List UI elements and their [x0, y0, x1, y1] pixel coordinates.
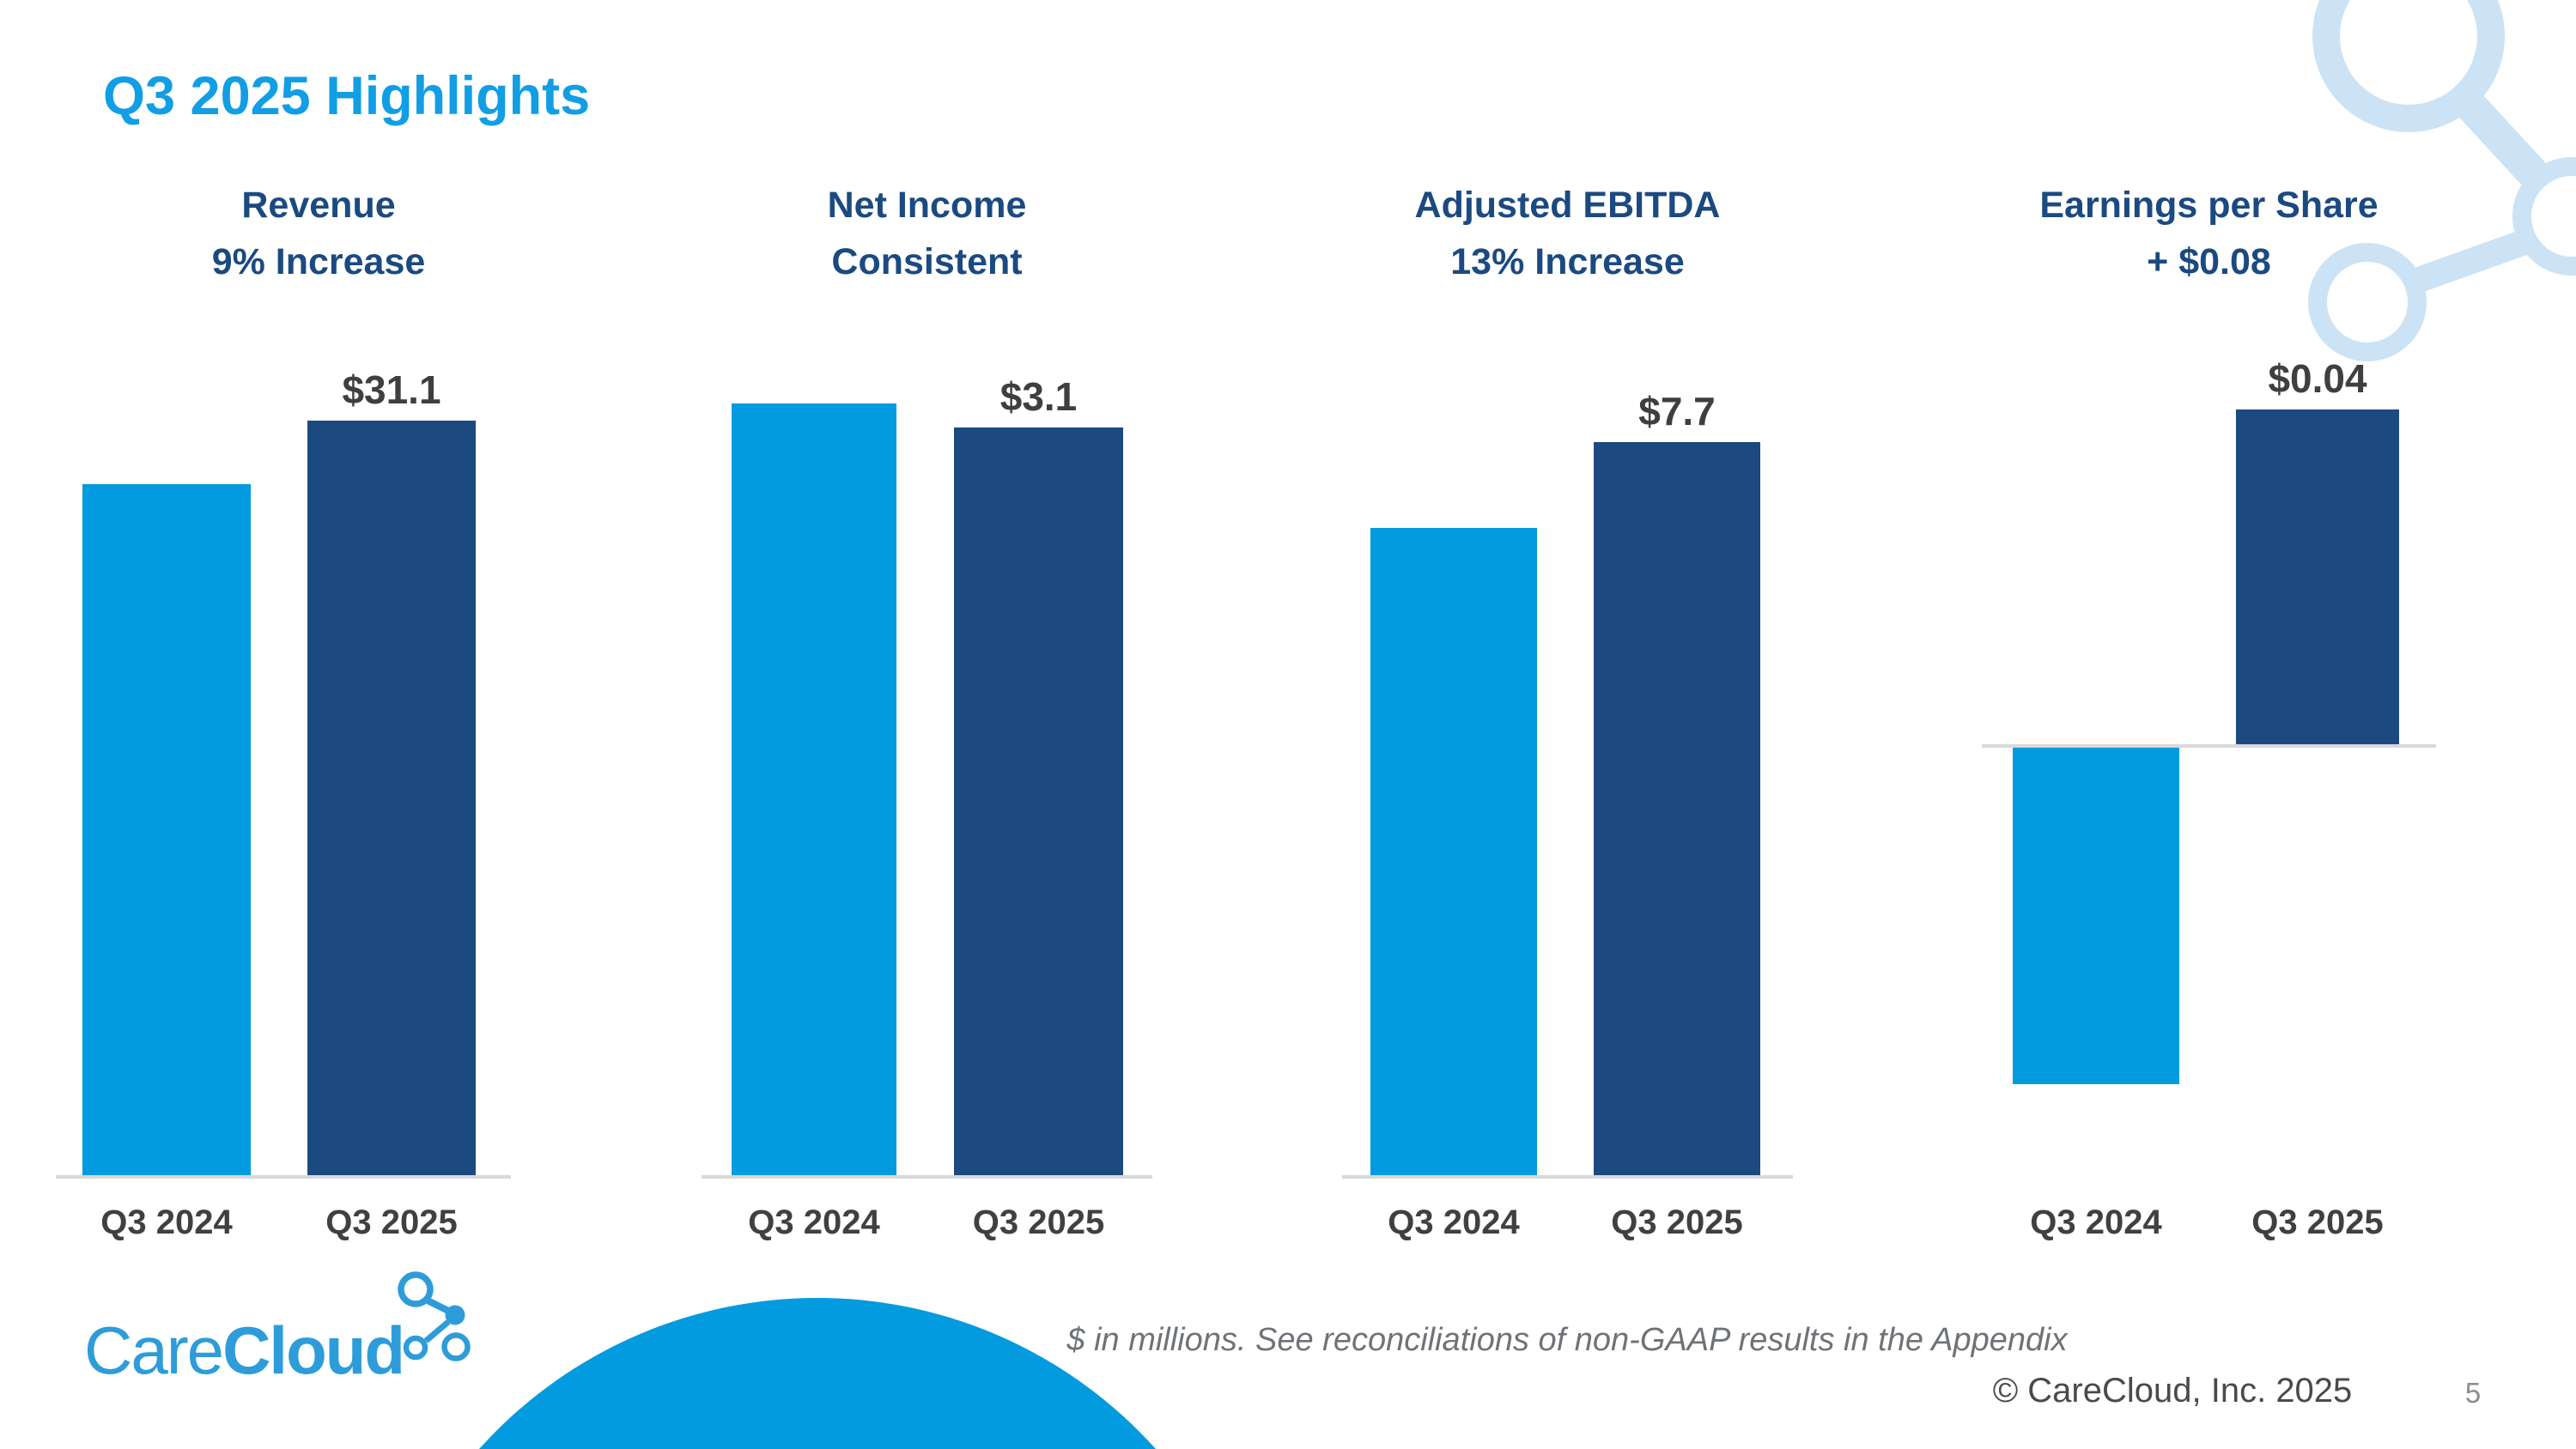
category-label-q3-2025: Q3 2025 — [2251, 1203, 2384, 1241]
value-label: $0.04 — [2268, 356, 2367, 401]
value-label: $7.7 — [1638, 389, 1716, 433]
chart-subtitle: 9% Increase — [211, 241, 426, 282]
chart-header-adjusted-ebitda: Adjusted EBITDA 13% Increase — [1342, 177, 1793, 290]
value-label: $3.1 — [999, 374, 1078, 419]
logo-text-cloud: Cloud — [222, 1313, 405, 1388]
value-label: $31.1 — [342, 367, 441, 412]
category-label-q3-2024: Q3 2024 — [748, 1203, 880, 1241]
carecloud-molecule-icon — [398, 1271, 471, 1361]
chart-title: Earnings per Share — [2039, 185, 2379, 226]
category-label-q3-2024: Q3 2024 — [100, 1203, 233, 1241]
logo-text-care: Care — [84, 1313, 224, 1388]
panel-revenue: Revenue 9% Increase $31.1 Q3 2024 Q3 202… — [56, 0, 511, 1449]
bar-q3-2024 — [2013, 748, 2179, 1084]
category-label-q3-2025: Q3 2025 — [325, 1203, 458, 1241]
category-label-q3-2025: Q3 2025 — [972, 1203, 1105, 1241]
page-number: 5 — [2464, 1377, 2482, 1409]
chart-title: Adjusted EBITDA — [1414, 185, 1721, 226]
axis-baseline — [1982, 744, 2436, 748]
molecule-dot — [445, 1305, 465, 1325]
chart-header-revenue: Revenue 9% Increase — [104, 177, 533, 290]
bar-q3-2024 — [1370, 528, 1537, 1175]
bar-q3-2024 — [732, 403, 896, 1175]
category-label-q3-2025: Q3 2025 — [1611, 1203, 1743, 1241]
bar-q3-2024 — [82, 484, 251, 1175]
bar-q3-2025 — [2236, 409, 2399, 744]
chart-subtitle: 13% Increase — [1450, 241, 1685, 282]
axis-baseline — [702, 1175, 1152, 1179]
chart-title: Net Income — [827, 185, 1027, 226]
axis-baseline — [1342, 1175, 1793, 1179]
chart-subtitle: + $0.08 — [2147, 241, 2271, 282]
chart-subtitle: Consistent — [831, 241, 1023, 282]
footnote: $ in millions. See reconciliations of no… — [1066, 1322, 2068, 1358]
chart-header-net-income: Net Income Consistent — [702, 177, 1152, 290]
bar-q3-2025 — [307, 421, 476, 1175]
panel-net-income: Net Income Consistent $3.1 Q3 2024 Q3 20… — [702, 0, 1152, 1449]
panel-adjusted-ebitda: Adjusted EBITDA 13% Increase $7.7 Q3 202… — [1342, 0, 1793, 1449]
bar-q3-2025 — [954, 427, 1123, 1175]
copyright: © CareCloud, Inc. 2025 — [1992, 1372, 2353, 1410]
carecloud-logo-text: CareCloud — [84, 1317, 405, 1384]
axis-baseline — [56, 1175, 511, 1179]
bar-q3-2025 — [1594, 442, 1760, 1175]
carecloud-logo: CareCloud — [84, 1262, 496, 1434]
category-label-q3-2024: Q3 2024 — [1388, 1203, 1520, 1241]
category-label-q3-2024: Q3 2024 — [2030, 1203, 2162, 1241]
chart-header-earnings-per-share: Earnings per Share + $0.08 — [1982, 177, 2436, 290]
chart-title: Revenue — [241, 185, 396, 226]
panel-earnings-per-share: Earnings per Share + $0.08 $0.04 Q3 2024… — [1982, 0, 2436, 1449]
page-title: Q3 2025 Highlights — [103, 66, 591, 126]
molecule-decoration-icon — [2308, 0, 2576, 361]
